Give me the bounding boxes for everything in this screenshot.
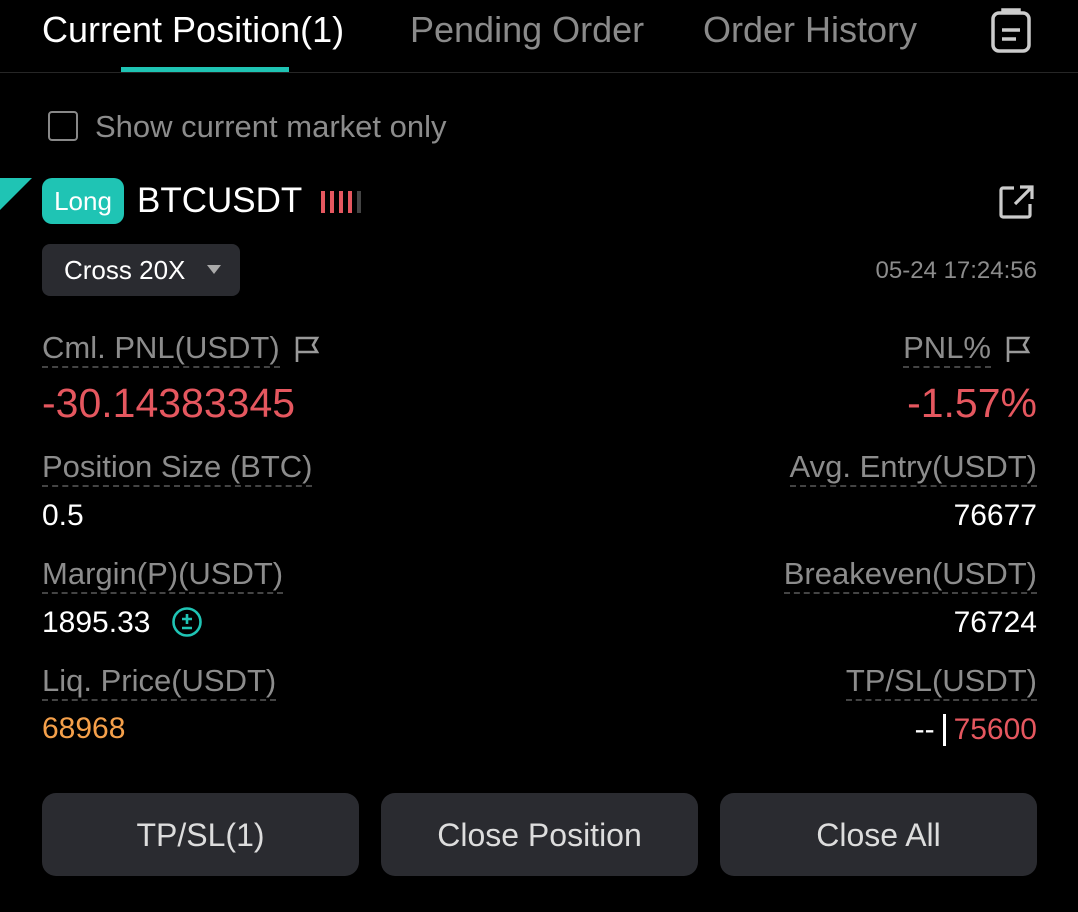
close-all-button[interactable]: Close All (720, 793, 1037, 876)
margin-mode-text: Cross 20X (64, 255, 186, 285)
tab-indicator (121, 67, 289, 72)
sl-value: 75600 (953, 713, 1037, 746)
tpsl-label: TP/SL(USDT) (845, 665, 1037, 701)
cml-pnl-label: Cml. PNL(USDT) (42, 332, 280, 368)
open-time: 05-24 17:24:56 (875, 257, 1037, 284)
share-icon[interactable] (998, 184, 1036, 220)
symbol: BTCUSDT (137, 181, 303, 220)
margin-value: 1895.33 (42, 606, 151, 639)
adjust-margin-icon[interactable] (171, 606, 203, 638)
cml-pnl-value: -30.14383345 (42, 380, 296, 426)
tp-value: -- (914, 713, 935, 746)
tab-pending[interactable]: Pending Order (410, 9, 645, 50)
margin-label: Margin(P)(USDT) (42, 558, 284, 594)
liq-label: Liq. Price(USDT) (42, 665, 277, 701)
margin-mode[interactable]: Cross 20X (42, 244, 240, 296)
avg-entry-label: Avg. Entry(USDT) (789, 451, 1037, 487)
breakeven-label: Breakeven(USDT) (783, 558, 1037, 594)
corner-mark (0, 178, 32, 210)
divider (0, 72, 1078, 73)
side-badge: Long (42, 178, 124, 224)
adl-indicator (321, 191, 361, 213)
breakeven-value: 76724 (953, 606, 1037, 639)
share-pnl-icon[interactable] (293, 334, 323, 364)
tab-current[interactable]: Current Position(1) (42, 9, 345, 50)
filter-label[interactable]: Show current market only (95, 109, 447, 144)
pnl-pct-label: PNL% (903, 332, 991, 368)
close-position-button[interactable]: Close Position (381, 793, 698, 876)
size-label: Position Size (BTC) (42, 451, 313, 487)
liq-value: 68968 (42, 712, 126, 745)
share-pnl-pct-icon[interactable] (1004, 334, 1034, 364)
avg-entry-value: 76677 (953, 499, 1037, 532)
tpsl-button[interactable]: TP/SL(1) (42, 793, 359, 876)
checkbox[interactable] (48, 111, 78, 141)
dropdown-arrow (207, 265, 222, 274)
tab-history[interactable]: Order History (703, 9, 918, 50)
separator (942, 714, 946, 746)
size-value: 0.5 (42, 499, 84, 532)
tpsl-value: -- 75600 (915, 714, 1037, 746)
orders-icon[interactable] (988, 8, 1034, 54)
pnl-pct-value: -1.57% (907, 380, 1037, 426)
